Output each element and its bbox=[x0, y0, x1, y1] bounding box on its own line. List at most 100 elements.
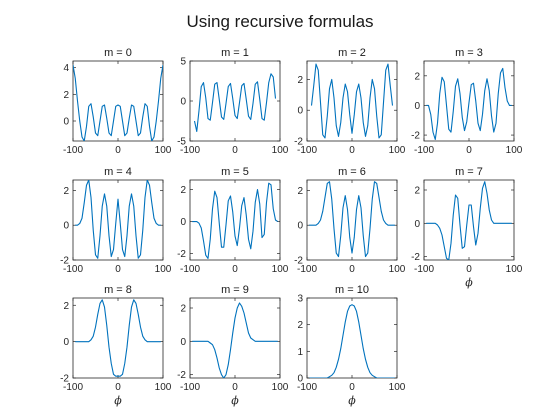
subplot-6: -100 0 100 -2 0 2 m = 6 bbox=[294, 166, 406, 275]
x-axis-label: ϕ bbox=[348, 394, 356, 407]
y-tick-label: 0 bbox=[297, 374, 303, 385]
x-tick-label: -100 bbox=[180, 264, 200, 275]
y-tick-label: 2 bbox=[180, 185, 186, 196]
x-tick-label: 100 bbox=[389, 382, 406, 393]
axes-frame bbox=[306, 179, 398, 261]
x-tick-label: -100 bbox=[414, 264, 434, 275]
subplot-title: m = 4 bbox=[104, 166, 132, 178]
series-line bbox=[309, 181, 395, 258]
series-line bbox=[426, 67, 512, 141]
figure-title: Using recursive formulas bbox=[186, 12, 373, 31]
subplot-title: m = 9 bbox=[221, 284, 249, 296]
x-tick-label: 0 bbox=[232, 264, 238, 275]
x-tick-label: 100 bbox=[155, 145, 172, 156]
x-tick-label: 0 bbox=[466, 264, 472, 275]
x-tick-label: 100 bbox=[389, 264, 406, 275]
y-tick-label: 3 bbox=[297, 294, 303, 305]
y-tick-label: 2 bbox=[414, 186, 420, 197]
subplot-5: -100 0 100 -2 0 2 m = 5 bbox=[177, 166, 289, 275]
y-tick-label: 2 bbox=[63, 301, 69, 312]
axes-frame bbox=[72, 60, 164, 142]
y-tick-label: 5 bbox=[180, 57, 186, 68]
x-tick-label: 0 bbox=[349, 264, 355, 275]
series-line bbox=[426, 181, 512, 260]
x-tick-label: -100 bbox=[297, 145, 317, 156]
y-tick-label: -2 bbox=[411, 252, 420, 263]
y-tick-label: 2 bbox=[414, 71, 420, 82]
x-tick-label: 0 bbox=[115, 382, 121, 393]
x-tick-label: 0 bbox=[232, 145, 238, 156]
y-tick-label: 2 bbox=[180, 304, 186, 315]
subplot-7: -100 0 100 -2 0 2 m = 7 ϕ bbox=[411, 166, 523, 289]
y-tick-label: 2 bbox=[63, 90, 69, 101]
series-line bbox=[310, 63, 394, 139]
y-tick-label: 0 bbox=[180, 217, 186, 228]
x-tick-label: -100 bbox=[414, 145, 434, 156]
x-tick-label: -100 bbox=[63, 382, 83, 393]
subplot-1: -100 0 100 -5 0 5 m = 1 bbox=[177, 47, 289, 156]
y-tick-label: -2 bbox=[60, 374, 69, 385]
y-tick-label: 2 bbox=[297, 320, 303, 331]
x-tick-label: 0 bbox=[466, 145, 472, 156]
x-tick-label: 100 bbox=[155, 264, 172, 275]
y-tick-label: 0 bbox=[180, 337, 186, 348]
y-tick-label: 0 bbox=[414, 101, 420, 112]
x-tick-label: -100 bbox=[180, 145, 200, 156]
y-tick-label: -2 bbox=[177, 370, 186, 381]
x-tick-label: 100 bbox=[389, 145, 406, 156]
x-axis-label: ϕ bbox=[114, 394, 122, 407]
subplot-title: m = 0 bbox=[104, 47, 132, 59]
x-tick-label: -100 bbox=[63, 264, 83, 275]
x-tick-label: 0 bbox=[349, 145, 355, 156]
y-tick-label: 0 bbox=[297, 106, 303, 117]
y-tick-label: 0 bbox=[63, 117, 69, 128]
subplot-title: m = 3 bbox=[455, 47, 483, 59]
y-tick-label: 0 bbox=[63, 221, 69, 232]
subplot-title: m = 6 bbox=[338, 166, 366, 178]
x-axis-label: ϕ bbox=[231, 394, 239, 407]
subplot-9: -100 0 100 -2 0 2 m = 9 ϕ bbox=[177, 284, 289, 407]
series-line bbox=[309, 304, 395, 378]
series-line bbox=[73, 64, 163, 141]
x-tick-label: -100 bbox=[297, 382, 317, 393]
y-tick-label: 2 bbox=[297, 75, 303, 86]
y-tick-label: -2 bbox=[177, 249, 186, 260]
y-tick-label: 0 bbox=[180, 97, 186, 108]
y-tick-label: 2 bbox=[297, 186, 303, 197]
axes-frame bbox=[189, 297, 281, 379]
subplot-3: -100 0 100 -2 0 2 m = 3 bbox=[411, 47, 523, 156]
x-tick-label: 100 bbox=[272, 145, 289, 156]
subplot-8: -100 0 100 -2 0 2 m = 8 ϕ bbox=[60, 284, 172, 407]
series-line bbox=[75, 299, 161, 377]
y-tick-label: 4 bbox=[63, 63, 69, 74]
x-tick-label: 100 bbox=[272, 382, 289, 393]
y-tick-label: -2 bbox=[411, 131, 420, 142]
axes-frame bbox=[423, 179, 515, 261]
x-tick-label: -100 bbox=[180, 382, 200, 393]
axes-frame bbox=[72, 297, 164, 379]
subplot-title: m = 1 bbox=[221, 47, 249, 59]
x-tick-label: 0 bbox=[115, 145, 121, 156]
subplot-title: m = 5 bbox=[221, 166, 249, 178]
subplot-2: -100 0 100 -2 0 2 m = 2 bbox=[294, 47, 406, 156]
x-axis-label: ϕ bbox=[465, 276, 473, 289]
y-tick-label: 1 bbox=[297, 347, 303, 358]
y-tick-label: -2 bbox=[294, 137, 303, 148]
subplot-4: -100 0 100 -2 0 2 m = 4 bbox=[60, 166, 172, 275]
y-tick-label: 0 bbox=[63, 337, 69, 348]
series-line bbox=[75, 180, 161, 259]
axes-frame bbox=[189, 179, 281, 261]
subplot-title: m = 7 bbox=[455, 166, 483, 178]
y-tick-label: -5 bbox=[177, 137, 186, 148]
y-tick-label: 2 bbox=[63, 186, 69, 197]
y-tick-label: 0 bbox=[297, 221, 303, 232]
x-tick-label: -100 bbox=[297, 264, 317, 275]
x-tick-label: 100 bbox=[272, 264, 289, 275]
series-line bbox=[193, 73, 277, 132]
subplot-0: -100 0 100 0 2 4 m = 0 bbox=[63, 47, 172, 156]
x-tick-label: 0 bbox=[115, 264, 121, 275]
y-tick-label: 0 bbox=[414, 219, 420, 230]
